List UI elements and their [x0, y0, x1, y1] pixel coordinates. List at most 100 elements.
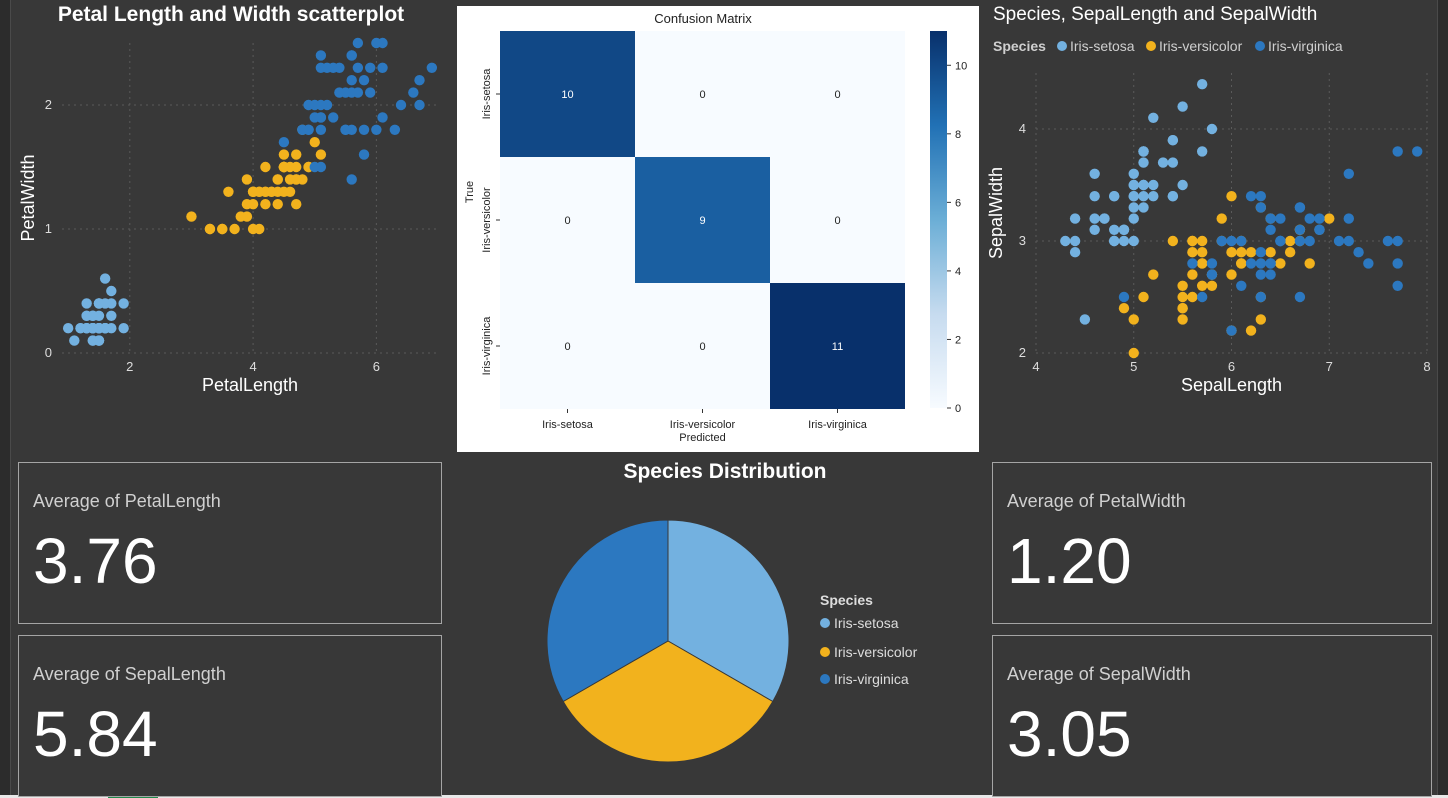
data-point-virginica[interactable]	[340, 124, 351, 135]
data-point-versicolor[interactable]	[1245, 247, 1257, 258]
data-point-versicolor[interactable]	[1324, 213, 1335, 224]
data-point-virginica[interactable]	[1236, 280, 1247, 291]
heatmap-cell[interactable]	[635, 283, 770, 409]
data-point-virginica[interactable]	[1255, 258, 1267, 269]
data-point-setosa[interactable]	[1128, 191, 1139, 202]
pie-slice-versicolor[interactable]	[562, 640, 774, 763]
data-point-virginica[interactable]	[377, 62, 388, 73]
data-point-setosa[interactable]	[1138, 157, 1149, 168]
data-point-versicolor[interactable]	[284, 174, 296, 185]
heatmap-cell[interactable]	[500, 283, 635, 409]
data-point-setosa[interactable]	[1138, 146, 1149, 157]
data-point-setosa[interactable]	[1128, 202, 1139, 213]
data-point-virginica[interactable]	[1294, 202, 1306, 213]
data-point-setosa[interactable]	[1069, 235, 1081, 247]
data-point-versicolor[interactable]	[291, 199, 302, 210]
data-point-virginica[interactable]	[1255, 191, 1267, 202]
data-point-versicolor[interactable]	[1226, 269, 1237, 280]
data-point-virginica[interactable]	[1265, 269, 1276, 280]
data-point-setosa[interactable]	[1128, 213, 1139, 224]
data-point-virginica[interactable]	[414, 75, 425, 86]
data-point-versicolor[interactable]	[272, 174, 283, 185]
data-point-setosa[interactable]	[1089, 168, 1100, 179]
data-point-virginica[interactable]	[1353, 247, 1364, 258]
data-point-versicolor[interactable]	[1265, 247, 1276, 258]
data-point-versicolor[interactable]	[1216, 213, 1227, 224]
data-point-virginica[interactable]	[1304, 235, 1315, 247]
data-point-virginica[interactable]	[346, 174, 357, 185]
data-point-virginica[interactable]	[315, 124, 327, 135]
data-point-virginica[interactable]	[1343, 168, 1354, 179]
data-point-setosa[interactable]	[87, 323, 99, 334]
data-point-versicolor[interactable]	[204, 223, 216, 235]
data-point-setosa[interactable]	[1177, 101, 1188, 112]
data-point-virginica[interactable]	[1333, 235, 1345, 247]
petal-scatterplot[interactable]: Petal Length and Width scatterplot 2 4 6 0 1 2…	[10, 0, 452, 410]
data-point-virginica[interactable]	[1294, 235, 1306, 247]
data-point-virginica[interactable]	[1255, 202, 1267, 213]
data-point-versicolor[interactable]	[1177, 314, 1188, 325]
data-point-virginica[interactable]	[352, 62, 364, 73]
data-point-virginica[interactable]	[1245, 191, 1257, 202]
data-point-virginica[interactable]	[371, 124, 382, 135]
data-point-versicolor[interactable]	[260, 199, 271, 210]
data-point-virginica[interactable]	[1275, 235, 1286, 247]
data-point-virginica[interactable]	[315, 50, 327, 61]
data-point-versicolor[interactable]	[1128, 314, 1139, 325]
data-point-virginica[interactable]	[389, 124, 401, 135]
data-point-versicolor[interactable]	[1177, 291, 1188, 303]
data-point-versicolor[interactable]	[284, 186, 296, 197]
data-point-virginica[interactable]	[1304, 213, 1315, 224]
data-point-virginica[interactable]	[358, 124, 370, 135]
pie-slice-virginica[interactable]	[546, 519, 669, 703]
data-point-setosa[interactable]	[87, 310, 99, 321]
data-point-virginica[interactable]	[1118, 291, 1130, 303]
data-point-versicolor[interactable]	[1196, 235, 1208, 247]
data-point-setosa[interactable]	[69, 335, 80, 346]
data-point-setosa[interactable]	[1079, 314, 1091, 325]
data-point-setosa[interactable]	[1128, 235, 1139, 247]
data-point-virginica[interactable]	[352, 37, 364, 49]
data-point-versicolor[interactable]	[1118, 303, 1130, 314]
data-point-setosa[interactable]	[1089, 213, 1100, 224]
data-point-versicolor[interactable]	[254, 186, 265, 197]
data-point-virginica[interactable]	[426, 62, 438, 73]
data-point-virginica[interactable]	[364, 62, 376, 73]
data-point-virginica[interactable]	[377, 112, 388, 123]
data-point-virginica[interactable]	[1294, 291, 1306, 303]
data-point-setosa[interactable]	[1167, 157, 1179, 168]
data-point-versicolor[interactable]	[278, 149, 290, 160]
data-point-setosa[interactable]	[1206, 123, 1218, 135]
data-point-virginica[interactable]	[1206, 269, 1218, 280]
data-point-versicolor[interactable]	[1226, 247, 1237, 258]
data-point-versicolor[interactable]	[1245, 325, 1257, 336]
kpi-card-sepal-length[interactable]: Average of SepalLength 5.84	[18, 635, 442, 797]
data-point-versicolor[interactable]	[1187, 247, 1198, 258]
data-point-setosa[interactable]	[1069, 247, 1081, 258]
data-point-setosa[interactable]	[1060, 235, 1071, 247]
data-point-virginica[interactable]	[346, 50, 357, 61]
data-point-setosa[interactable]	[1109, 235, 1120, 247]
data-point-versicolor[interactable]	[291, 161, 302, 173]
data-point-virginica[interactable]	[408, 87, 419, 98]
heatmap-cell[interactable]	[500, 31, 635, 157]
data-point-setosa[interactable]	[1109, 191, 1120, 202]
data-point-versicolor[interactable]	[297, 174, 308, 185]
data-point-versicolor[interactable]	[235, 211, 246, 222]
data-point-virginica[interactable]	[414, 99, 425, 111]
data-point-setosa[interactable]	[1128, 168, 1139, 179]
data-point-versicolor[interactable]	[1187, 269, 1198, 280]
data-point-versicolor[interactable]	[223, 186, 234, 197]
data-point-setosa[interactable]	[1138, 202, 1149, 213]
data-point-virginica[interactable]	[1216, 235, 1227, 247]
data-point-virginica[interactable]	[303, 99, 314, 111]
data-point-versicolor[interactable]	[241, 174, 253, 185]
data-point-setosa[interactable]	[93, 298, 105, 309]
data-point-versicolor[interactable]	[260, 161, 271, 173]
data-point-versicolor[interactable]	[1148, 269, 1159, 280]
data-point-versicolor[interactable]	[266, 186, 277, 197]
data-point-virginica[interactable]	[1392, 146, 1403, 157]
data-point-setosa[interactable]	[1138, 191, 1149, 202]
data-point-versicolor[interactable]	[1187, 235, 1198, 247]
data-point-virginica[interactable]	[1255, 269, 1267, 280]
